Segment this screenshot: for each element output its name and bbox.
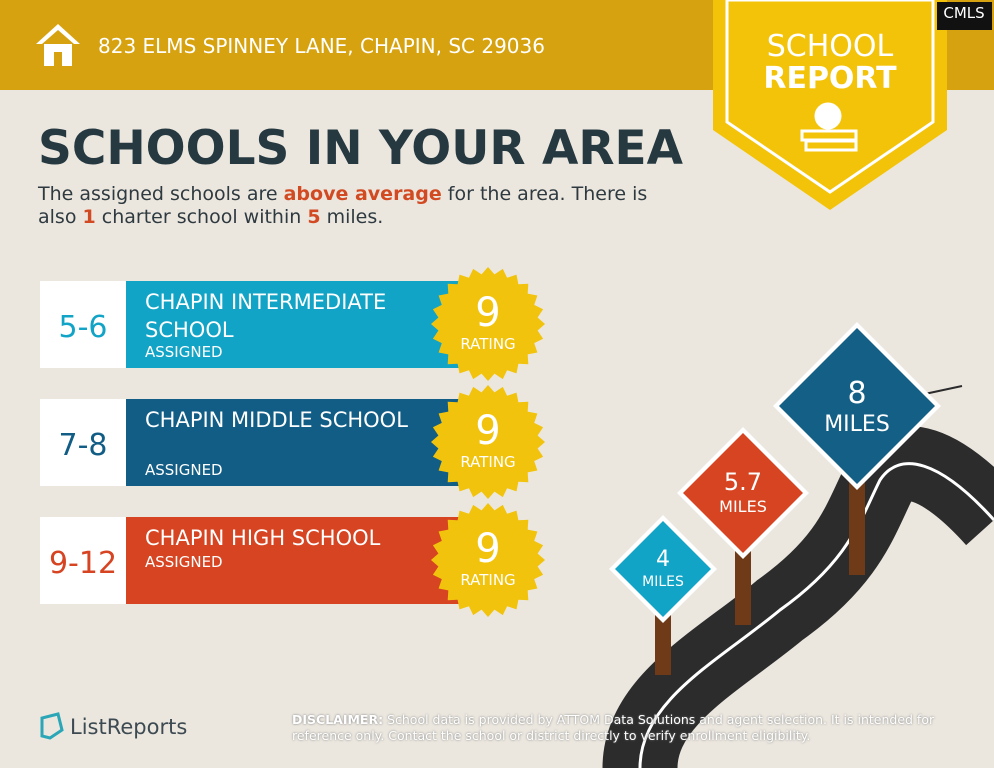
grade-box	[40, 399, 126, 486]
sign-unit: MILES	[642, 574, 684, 590]
rating: 9	[475, 290, 500, 336]
intro-text: The assigned schools are	[37, 183, 284, 205]
badge-line2: REPORT	[763, 61, 897, 96]
rating-seal	[431, 385, 545, 499]
sign	[615, 521, 711, 617]
corner-logo: CMLS	[943, 4, 984, 22]
school-name: CHAPIN HIGH SCHOOL	[145, 526, 381, 550]
address: 823 ELMS SPINNEY LANE, CHAPIN, SC 29036	[98, 34, 545, 58]
school-bar	[126, 399, 476, 486]
disclaimer-label: DISCLAIMER:	[292, 712, 384, 727]
school-bar	[126, 281, 476, 368]
sign-unit: MILES	[719, 497, 767, 516]
sign-distance: 4	[656, 547, 670, 572]
intro-highlight: above average	[284, 183, 442, 205]
badge-border	[725, 0, 935, 194]
rating-label: RATING	[460, 453, 515, 471]
school-status: ASSIGNED	[145, 343, 223, 361]
grades: 9-12	[49, 546, 117, 581]
intro: The assigned schools are above average f…	[37, 183, 653, 228]
corner-logo-box	[937, 2, 992, 30]
brand: ListReports	[70, 715, 187, 739]
sign	[779, 328, 935, 484]
sign	[683, 433, 803, 553]
rating-seal	[431, 267, 545, 381]
sign-unit: MILES	[824, 412, 890, 437]
school-status: ASSIGNED	[145, 553, 223, 571]
school-bar	[126, 517, 476, 604]
rating: 9	[475, 408, 500, 454]
sign-distance: 5.7	[724, 468, 762, 496]
grade-box	[40, 281, 126, 368]
intro-highlight: 1	[83, 206, 96, 228]
brand-icon	[40, 712, 64, 740]
title: SCHOOLS IN YOUR AREA	[38, 121, 684, 176]
sign-distance: 8	[847, 376, 866, 411]
grade-box	[40, 517, 126, 604]
apple-books-icon	[800, 102, 858, 152]
home-icon	[36, 24, 80, 66]
rating: 9	[475, 526, 500, 572]
disclaimer-text: School data is provided by ATTOM Data So…	[292, 712, 935, 743]
rating-label: RATING	[460, 571, 515, 589]
intro-text: for the area. There is	[442, 183, 648, 205]
grades: 7-8	[59, 428, 108, 463]
school-name: CHAPIN INTERMEDIATE SCHOOL	[145, 290, 387, 342]
rating-label: RATING	[460, 335, 515, 353]
intro-text: miles.	[321, 206, 384, 228]
grades: 5-6	[59, 310, 108, 345]
badge-line1: SCHOOL	[767, 29, 894, 64]
intro-text: also	[38, 206, 83, 228]
intro-highlight: 5	[307, 206, 320, 228]
school-status: ASSIGNED	[145, 461, 223, 479]
school-name: CHAPIN MIDDLE SCHOOL	[145, 408, 408, 432]
intro-text: charter school within	[96, 206, 308, 228]
disclaimer: DISCLAIMER: School data is provided by A…	[292, 712, 952, 744]
rating-seal	[431, 503, 545, 617]
